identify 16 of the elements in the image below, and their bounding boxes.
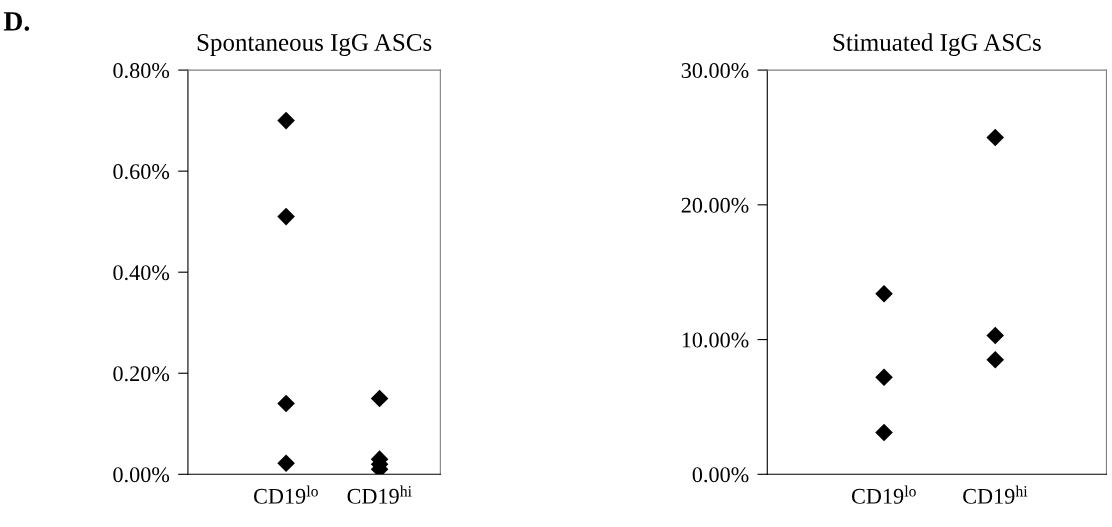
y-tick-label: 10.00%: [682, 332, 749, 348]
y-tick-label: 0.60%: [113, 164, 170, 180]
x-tick-label: CD19$^{hi}$: [963, 485, 1028, 504]
chart-title: Spontaneous IgG ASCs: [197, 34, 432, 57]
x-tick-label: CD19$^{hi}$: [347, 485, 412, 504]
x-tick-label: CD19$^{lo}$: [254, 485, 318, 504]
y-tick-label: 30.00%: [681, 63, 749, 79]
x-tick-label: CD19$^{lo}$: [851, 485, 916, 504]
chart-title: Stimuated IgG ASCs: [833, 33, 1041, 57]
y-tick-label: 0.20%: [113, 366, 170, 382]
y-tick-label: 0.00%: [113, 467, 170, 483]
y-tick-label: 0.40%: [113, 265, 170, 281]
y-tick-label: 0.80%: [113, 63, 170, 79]
text: D.: [3, 12, 30, 31]
y-tick-label: 20.00%: [681, 197, 749, 213]
y-tick-label: 0.00%: [692, 467, 749, 483]
